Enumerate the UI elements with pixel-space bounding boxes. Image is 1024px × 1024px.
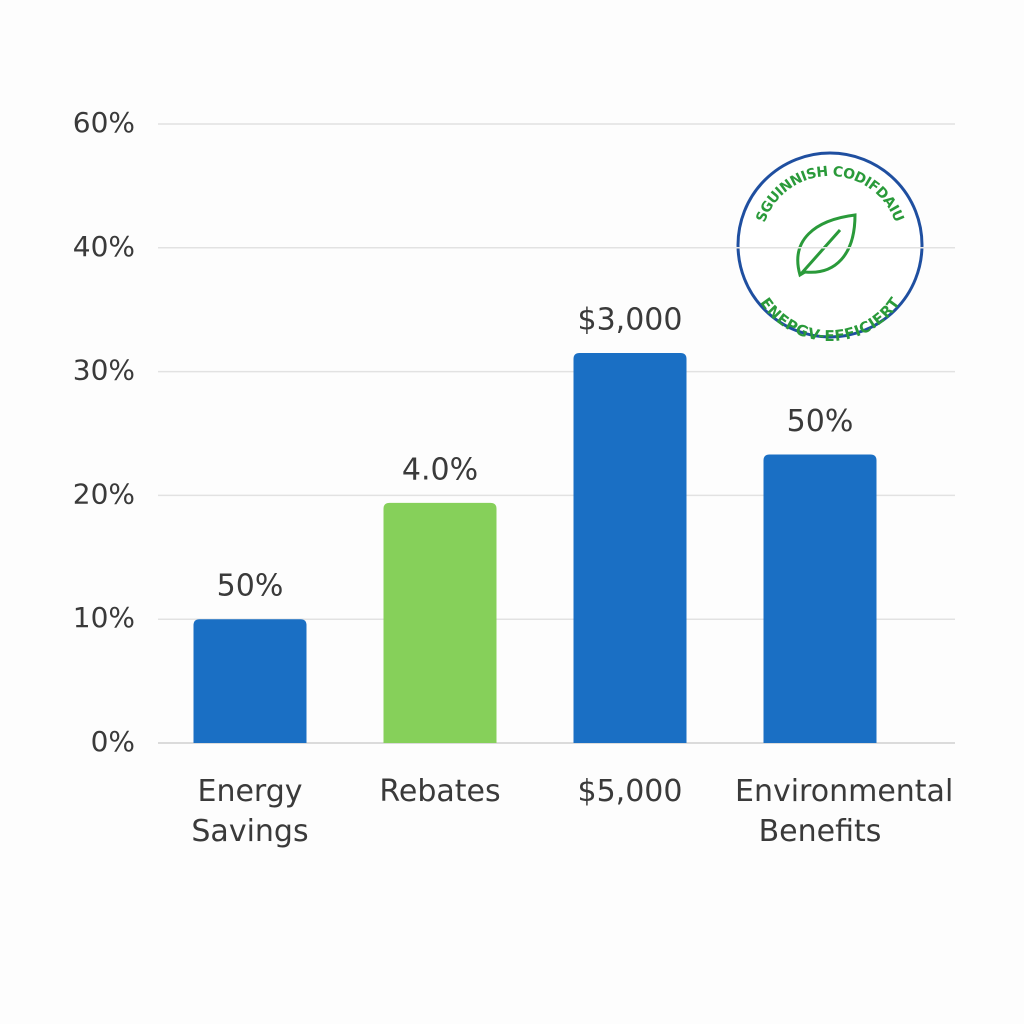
y-tick-label: 10% (73, 601, 135, 634)
bar (763, 454, 877, 743)
bar (193, 619, 307, 743)
bar-annotation: 4.0% (402, 452, 478, 487)
y-tick-label: 40% (73, 230, 135, 263)
y-tick-label: 0% (91, 725, 135, 758)
bar (573, 353, 687, 743)
x-tick-label: Rebates (379, 774, 501, 809)
bar-annotation: $3,000 (578, 303, 683, 338)
y-tick-label: 30% (73, 354, 135, 387)
x-tick-label: Environmental Benefits (735, 774, 954, 849)
y-tick-label: 20% (73, 477, 135, 510)
bar-annotation: 50% (217, 569, 284, 604)
badge-ring (736, 151, 924, 339)
x-tick-label: Energy Savings (191, 774, 309, 849)
x-tick-label: $5,000 (577, 774, 683, 809)
y-tick-label: 60% (73, 106, 135, 139)
badge: SGUINNISH CODIFDAIU ENEPGV-EFFICIERT (736, 151, 924, 345)
bar (383, 502, 497, 743)
bar-annotation: 50% (787, 404, 854, 439)
